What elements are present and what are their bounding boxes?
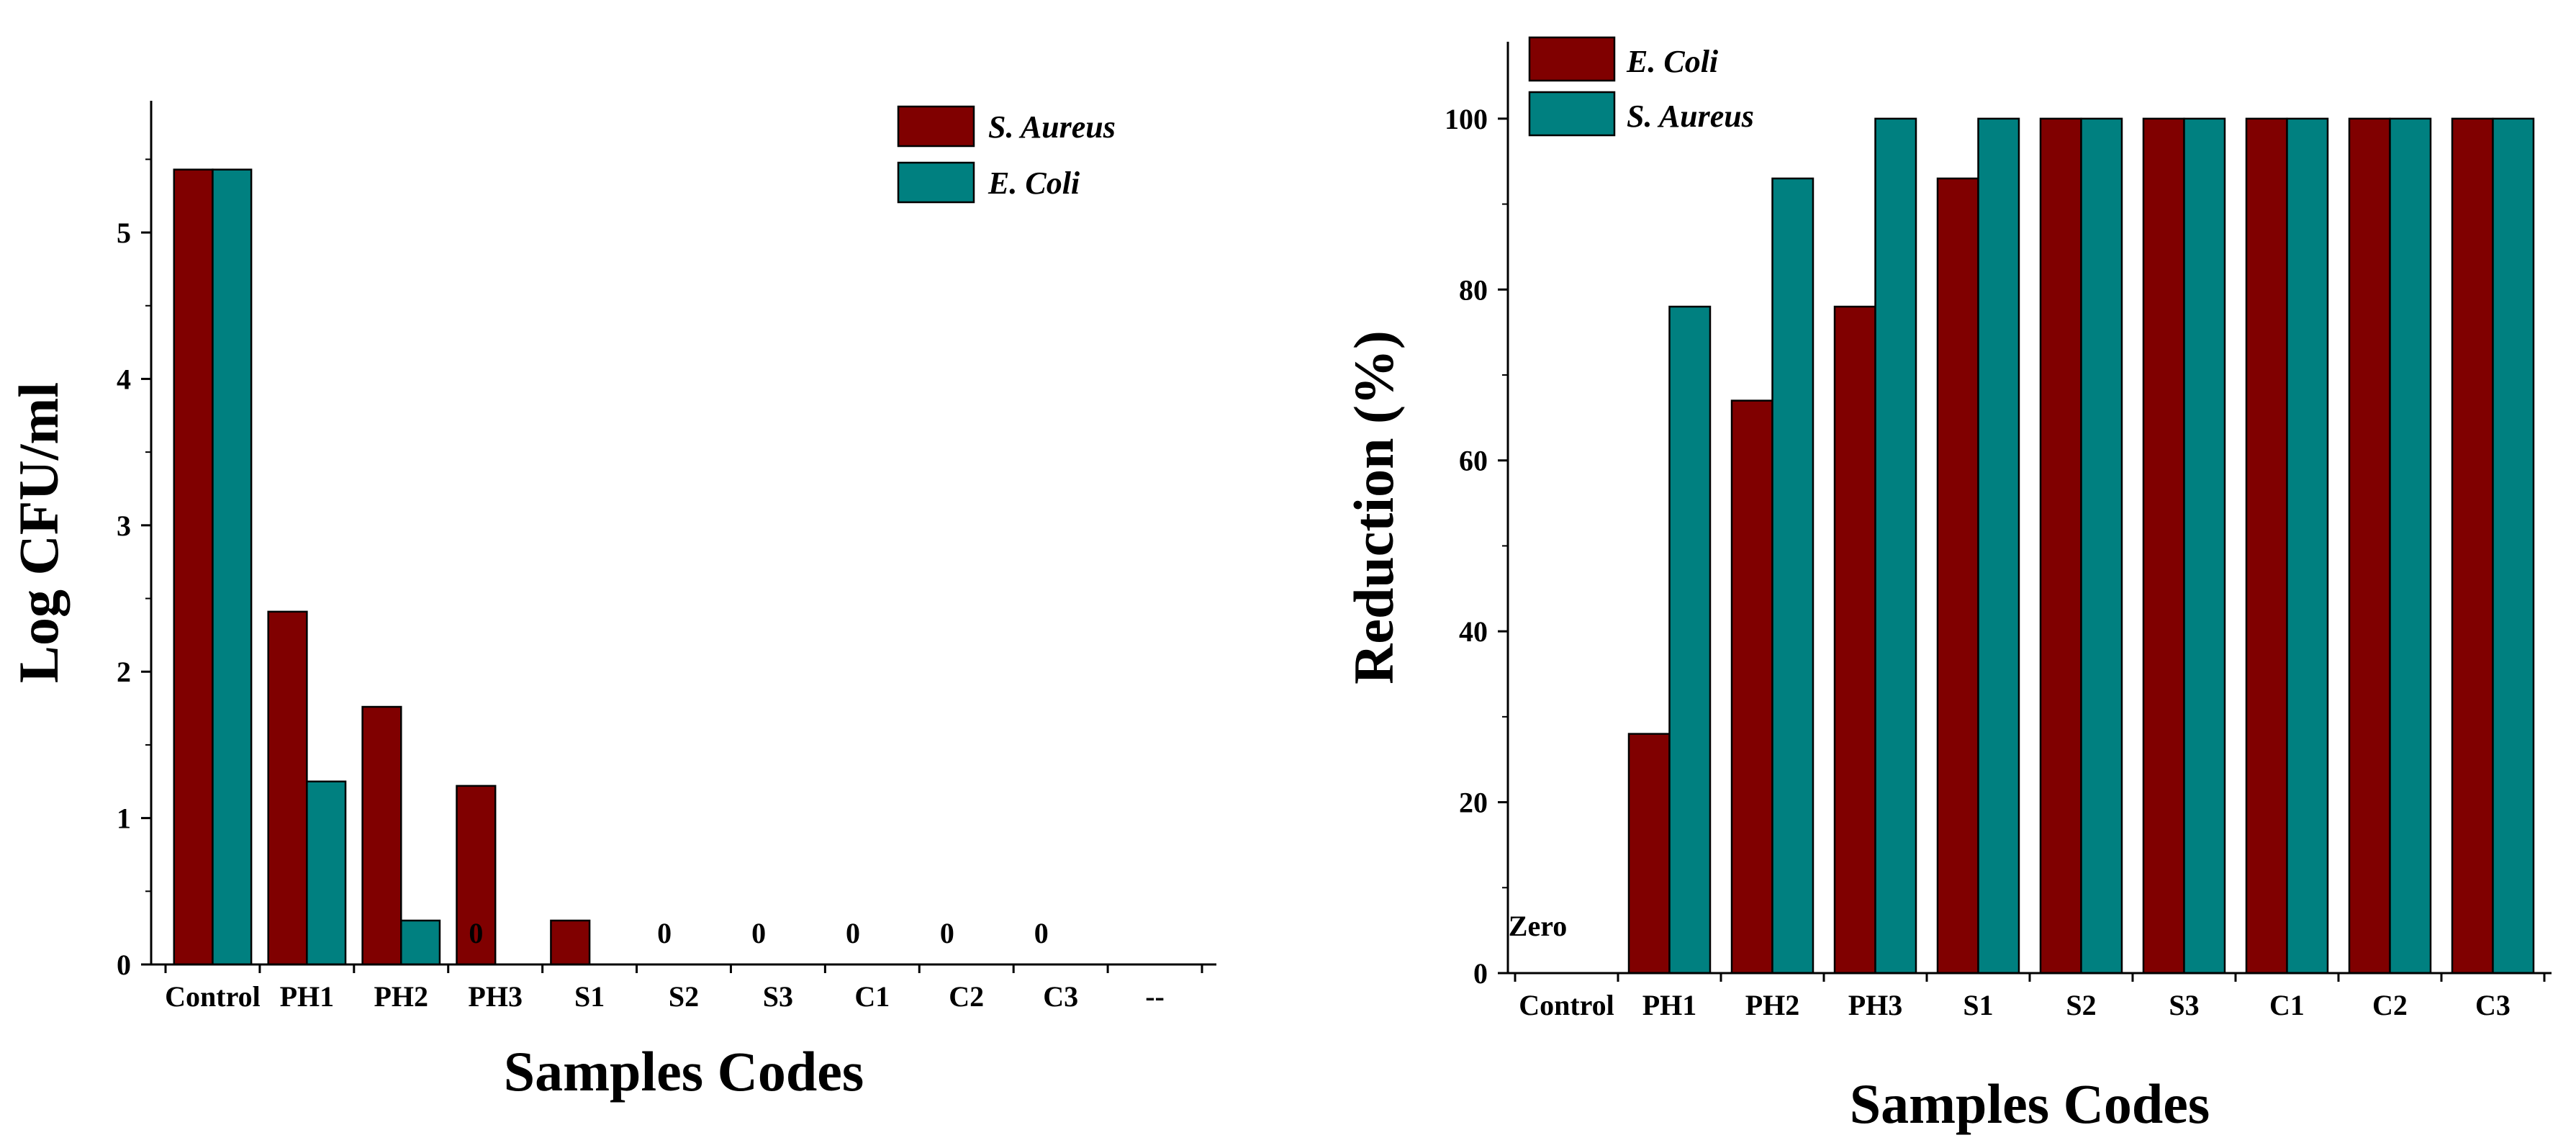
bar-s-aureus-ph3: [1874, 117, 1917, 975]
legend-swatch-e-coli: [897, 161, 975, 204]
bar-s-aureus-s2: [2080, 117, 2123, 975]
x-tick-label-ph3: PH3: [1848, 989, 1903, 1021]
x-tick-label-c1: C1: [2269, 989, 2305, 1021]
x-tick-label-c1: C1: [854, 980, 890, 1013]
bar-e-coli-ph2: [1730, 399, 1773, 975]
legend-swatch-s-aureus: [1528, 91, 1616, 137]
y-tick-label: 3: [117, 510, 131, 542]
annotation-control: Zero: [1509, 910, 1567, 942]
bar-e-coli-c1: [2245, 117, 2288, 975]
y-tick-label: 5: [117, 217, 131, 249]
bar-e-coli-ph3: [1833, 305, 1876, 975]
bar-e-coli-s2: [2039, 117, 2082, 975]
annotation-s2: 0: [657, 917, 672, 949]
y-tick-label: 4: [117, 363, 131, 395]
bar-e-coli-control: [212, 168, 253, 966]
y-tick-label: 100: [1445, 103, 1488, 135]
legend-label-e-coli: E. Coli: [1626, 44, 1719, 79]
x-tick-label-ph1: PH1: [280, 980, 335, 1013]
legend-swatch-e-coli: [1528, 36, 1616, 82]
annotation-s3: 0: [751, 917, 766, 949]
annotation-c3: 0: [1034, 917, 1049, 949]
x-tick-label-control: Control: [1519, 989, 1614, 1021]
bar-e-coli-s1: [1936, 177, 1979, 975]
y-axis-title: Log CFU/ml: [7, 382, 70, 683]
y-tick-label: 20: [1459, 787, 1488, 819]
y-tick-label: 40: [1459, 615, 1488, 648]
bar-s-aureus-ph1: [1668, 305, 1712, 975]
chart-reduction: 0 20 40 60 80 100 Control PH1 PH2 PH3 S1 S2 S3 C1 C2 C3…: [1342, 36, 2552, 1135]
bar-s-aureus-s3: [2183, 117, 2226, 975]
x-tick-label-s3: S3: [2169, 989, 2199, 1021]
bar-e-coli-c3: [2451, 117, 2494, 975]
x-tick-label-c3: C3: [2475, 989, 2511, 1021]
bar-s-aureus-c2: [2389, 117, 2432, 975]
x-tick-label-s1: S1: [574, 980, 605, 1013]
bar-s-aureus-control: [173, 168, 214, 966]
bar-e-coli-ph1: [1627, 733, 1671, 975]
bar-s-aureus-s1: [1977, 117, 2020, 975]
y-tick-label: 0: [117, 949, 131, 981]
x-tick-label-ph2: PH2: [1745, 989, 1800, 1021]
bar-s-aureus-ph1: [267, 610, 308, 966]
bar-s-aureus-s1: [550, 919, 591, 966]
bar-e-coli-ph1: [306, 780, 347, 966]
annotation-c2: 0: [940, 917, 954, 949]
x-tick-label-control: Control: [165, 980, 261, 1013]
x-tick-label-c2: C2: [949, 980, 984, 1013]
chart-log-cfu: 0 1 2 3 4 5 Control PH1 PH2 PH3 S1 S2 S3 C1 C2 C3 -- 0 0 0 0…: [7, 101, 1216, 1103]
x-axis-title: Samples Codes: [504, 1040, 864, 1103]
x-tick-label-s3: S3: [763, 980, 793, 1013]
bar-s-aureus-c1: [2286, 117, 2329, 975]
legend-label-s-aureus: S. Aureus: [988, 109, 1116, 145]
x-tick-label-s2: S2: [2066, 989, 2096, 1021]
x-tick-label-dash: --: [1145, 980, 1165, 1013]
y-tick-label: 2: [117, 656, 131, 688]
x-axis-title: Samples Codes: [1850, 1072, 2210, 1135]
x-tick-label-c3: C3: [1043, 980, 1078, 1013]
annotation-ph3: 0: [469, 917, 483, 949]
bar-e-coli-c2: [2348, 117, 2391, 975]
bar-s-aureus-ph2: [1771, 177, 1815, 975]
x-tick-label-ph2: PH2: [374, 980, 428, 1013]
x-tick-label-ph1: PH1: [1642, 989, 1697, 1021]
y-tick-label: 1: [117, 803, 131, 835]
bar-s-aureus-c3: [2492, 117, 2535, 975]
bar-s-aureus-ph2: [361, 705, 402, 966]
y-tick-label: 80: [1459, 274, 1488, 306]
x-tick-label-s2: S2: [669, 980, 699, 1013]
x-tick-label-s1: S1: [1963, 989, 1993, 1021]
bar-e-coli-s3: [2142, 117, 2185, 975]
bar-e-coli-ph2: [400, 919, 441, 966]
y-axis-title: Reduction (%): [1342, 330, 1405, 684]
legend-label-e-coli: E. Coli: [988, 166, 1080, 201]
bar-s-aureus-ph3: [456, 785, 497, 966]
legend-swatch-s-aureus: [897, 105, 975, 148]
legend-label-s-aureus: S. Aureus: [1627, 99, 1754, 134]
x-tick-label-c2: C2: [2372, 989, 2408, 1021]
y-tick-label: 60: [1459, 445, 1488, 477]
y-tick-label: 0: [1473, 957, 1488, 990]
x-tick-label-ph3: PH3: [468, 980, 523, 1013]
annotation-c1: 0: [846, 917, 860, 949]
